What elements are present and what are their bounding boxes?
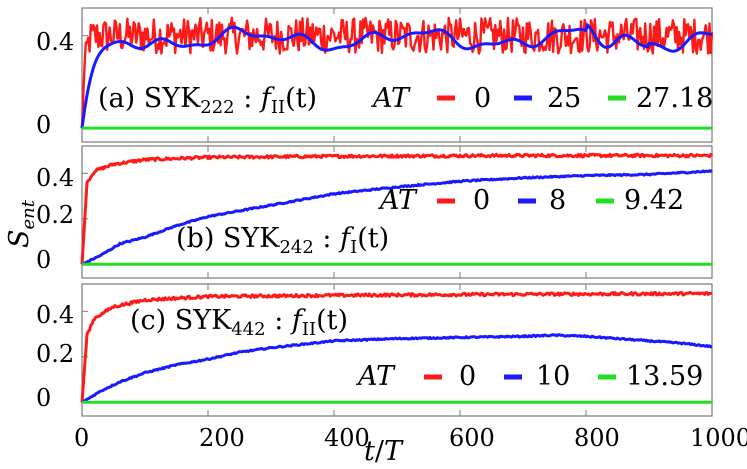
panel-c-label-sub: 442 bbox=[231, 319, 265, 340]
panel-a-series bbox=[80, 16, 714, 130]
panel-c-legend-title: AT bbox=[355, 361, 396, 392]
svg-text:t/T: t/T bbox=[364, 436, 404, 467]
ytick-b-0: 0 bbox=[36, 246, 51, 274]
panel-c-legend-0: 0 bbox=[459, 361, 476, 392]
svg-text:(b) SYK242 : fI(t): (b) SYK242 : fI(t) bbox=[176, 223, 389, 258]
panel-a-label-prefix: (a) SYK bbox=[98, 83, 201, 114]
panel-c-legend: AT 0 10 13.59 bbox=[355, 361, 703, 392]
panel-b-annotation: (b) SYK242 : fI(t) bbox=[176, 223, 389, 258]
ytick-a-0.4: 0.4 bbox=[36, 28, 74, 56]
xtick-0: 0 bbox=[74, 424, 89, 452]
panel-b-ticks bbox=[81, 146, 713, 278]
ytick-b-0.2: 0.2 bbox=[36, 201, 74, 229]
y-tick-labels: 0.4 0 0.4 0.2 0 0.4 0.2 0 bbox=[36, 28, 74, 412]
xtick-600: 600 bbox=[449, 424, 495, 452]
panel-a bbox=[80, 7, 714, 143]
panel-c-series bbox=[80, 290, 713, 404]
panel-c-ticks bbox=[81, 284, 713, 416]
x-axis-label: t/T bbox=[364, 436, 404, 467]
panel-c-series-0-line bbox=[80, 290, 713, 403]
panel-b-legend: AT 0 8 9.42 bbox=[377, 185, 684, 216]
ytick-b-0.4: 0.4 bbox=[36, 164, 74, 192]
panel-a-legend-title: AT bbox=[370, 83, 411, 114]
panel-a-annotation: (a) SYK222 : fII(t) bbox=[98, 83, 317, 118]
panel-a-legend-2: 27.18 bbox=[636, 83, 713, 114]
panel-b-series bbox=[80, 152, 714, 266]
xtick-200: 200 bbox=[199, 424, 245, 452]
panel-b-frame bbox=[81, 145, 713, 279]
panel-c-label-prefix: (c) SYK bbox=[130, 305, 232, 336]
y-label-main: S bbox=[4, 230, 35, 249]
y-label-sub: ent bbox=[18, 199, 39, 229]
panel-b-label-sub: 242 bbox=[279, 237, 313, 258]
panel-a-label-func-sub: II bbox=[271, 97, 285, 118]
panel-b-legend-0: 0 bbox=[473, 185, 490, 216]
panel-c-label-func-sub: II bbox=[302, 319, 316, 340]
panel-b-legend-title: AT bbox=[377, 185, 418, 216]
svg-text:Sent: Sent bbox=[4, 199, 39, 248]
panel-b-series-0-line bbox=[80, 152, 714, 265]
panel-a-legend: AT 0 25 27.18 bbox=[370, 83, 713, 114]
ytick-c-0.2: 0.2 bbox=[36, 340, 74, 368]
ytick-a-0: 0 bbox=[36, 111, 51, 139]
panel-c bbox=[80, 283, 713, 417]
panel-c-label-arg: (t) bbox=[316, 305, 348, 336]
panel-a-frame bbox=[81, 7, 713, 143]
panel-c-legend-2: 13.59 bbox=[626, 361, 703, 392]
xtick-400: 400 bbox=[324, 424, 370, 452]
panel-b-legend-1: 8 bbox=[549, 185, 566, 216]
x-label-num: t bbox=[364, 436, 375, 467]
xtick-800: 800 bbox=[574, 424, 620, 452]
panel-c-legend-1: 10 bbox=[536, 361, 570, 392]
panel-b-series-1-line bbox=[81, 169, 713, 266]
panel-a-label-sub: 222 bbox=[200, 97, 234, 118]
panel-a-legend-1: 25 bbox=[547, 83, 581, 114]
panel-b bbox=[80, 145, 714, 279]
x-label-den: T bbox=[384, 436, 404, 467]
panel-b-legend-2: 9.42 bbox=[624, 185, 684, 216]
panel-a-series-1-line bbox=[80, 23, 713, 129]
panel-c-annotation: (c) SYK442 : fII(t) bbox=[130, 305, 348, 340]
panel-c-series-1-line bbox=[81, 333, 713, 404]
svg-text:(a) SYK222 : fII(t): (a) SYK222 : fII(t) bbox=[98, 83, 317, 118]
x-tick-labels: 0 200 400 600 800 1000 bbox=[74, 424, 747, 452]
ytick-c-0.4: 0.4 bbox=[36, 301, 74, 329]
svg-text:(c) SYK442 : fII(t): (c) SYK442 : fII(t) bbox=[130, 305, 348, 340]
panel-b-label-arg: (t) bbox=[357, 223, 389, 254]
panel-b-label-func-sub: I bbox=[350, 237, 357, 258]
xtick-1000: 1000 bbox=[690, 424, 747, 452]
panel-a-label-arg: (t) bbox=[285, 83, 317, 114]
y-axis-label: Sent bbox=[4, 199, 39, 248]
panel-a-legend-0: 0 bbox=[474, 83, 491, 114]
ytick-c-0: 0 bbox=[36, 384, 51, 412]
panel-b-label-prefix: (b) SYK bbox=[176, 223, 280, 254]
panel-c-frame bbox=[81, 283, 713, 417]
